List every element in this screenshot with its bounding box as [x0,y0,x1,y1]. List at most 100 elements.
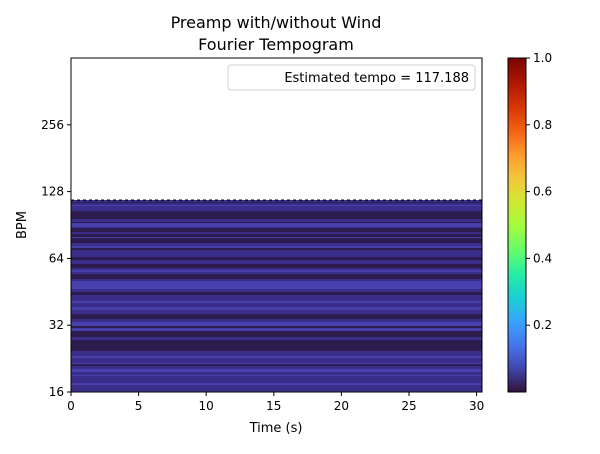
heatmap-band [71,364,482,366]
y-tick-label: 128 [41,185,64,199]
heatmap-band [71,308,482,311]
heatmap-band [71,307,482,309]
heatmap-band [71,372,482,376]
heatmap-band [71,248,482,251]
heatmap-band [71,285,482,290]
heatmap-band [71,319,482,323]
x-tick-label: 5 [135,399,143,413]
x-tick-label: 30 [469,399,484,413]
heatmap-band [71,238,482,241]
colorbar [507,57,527,393]
heatmap-band [71,356,482,359]
y-tick-label: 16 [49,385,64,399]
heatmap-band [71,358,482,362]
heatmap-band [71,322,482,326]
heatmap-band [71,340,482,342]
heatmap-band [71,295,482,298]
heatmap-band [71,232,482,235]
heatmap-band [71,298,482,302]
heatmap-band [71,345,482,347]
colorbar-tick-label: 0.2 [533,318,552,332]
heatmap-band [71,318,482,320]
x-tick-label: 25 [401,399,416,413]
heatmap-band [71,258,482,261]
heatmap-band [71,313,482,315]
heatmap-band [71,339,482,341]
colorbar-tick-label: 0.4 [533,251,552,265]
heatmap-band [71,270,482,273]
heatmap-band [71,328,482,332]
x-tick-label: 15 [266,399,281,413]
heatmap-band [71,253,482,258]
legend: Estimated tempo = 117.188 [227,64,476,91]
heatmap-band [71,205,482,207]
heatmap-band [71,346,482,350]
heatmap-band [71,365,482,367]
heatmap-band [71,257,482,259]
legend-box [227,64,476,91]
heatmap-band [71,361,482,364]
heatmap-band [71,326,482,328]
heatmap-band [71,383,482,386]
heatmap-band [71,341,482,346]
heatmap-band [71,379,482,384]
heatmap-band [71,247,482,249]
heatmap-band [71,369,482,373]
heatmap-band [71,289,482,293]
x-tick-label: 0 [67,399,75,413]
heatmap-band [71,310,482,314]
heatmap-band [71,203,482,206]
heatmap-band [71,223,482,228]
heatmap-band [71,327,482,329]
heatmap-band [71,301,482,304]
heatmap-band [71,304,482,308]
heatmap-band [71,363,482,365]
colorbar-tick-label: 0.8 [533,118,552,132]
heatmap-band [71,279,482,282]
heatmap-band [71,385,482,390]
heatmap-band [71,314,482,319]
heatmap-band [71,272,482,275]
heatmap-band [71,281,482,286]
heatmap-band [71,389,482,392]
heatmap-band [71,246,482,248]
plot-frame [70,57,483,393]
heatmap-band [71,354,482,357]
heatmap-band [71,211,482,215]
heatmap-band [71,376,482,380]
heatmap-band [71,261,482,265]
heatmap-band [71,222,482,224]
tempogram-heatmap [71,200,482,392]
colorbar-tick-label: 0.6 [533,185,552,199]
colorbar-tick-label: 1.0 [533,51,552,65]
heatmap-band [71,325,482,327]
y-tick-label: 64 [49,251,64,265]
heatmap-band [71,240,482,244]
heatmap-band [71,349,482,352]
heatmap-band [71,337,482,340]
heatmap-band [71,209,482,212]
heatmap-band [71,264,482,269]
y-axis-ticks: 16 32 64 128 256 [41,118,71,399]
y-tick-label: 256 [41,118,64,132]
heatmap-band [71,237,482,239]
colorbar-ticks: 0.2 0.4 0.6 0.8 1.0 [526,51,552,332]
heatmap-band [71,228,482,233]
legend-entry-estimated-tempo: Estimated tempo = 117.188 [284,71,469,86]
heatmap-band [71,351,482,354]
x-tick-label: 20 [334,399,349,413]
heatmap-band [71,243,482,245]
heatmap-band [71,244,482,247]
y-axis-label: BPM [15,211,30,239]
heatmap-band [71,206,482,210]
x-axis-ticks: 0 5 10 15 20 25 30 [67,392,484,413]
heatmap-band [71,375,482,377]
heatmap-band [71,366,482,368]
heatmap-band [71,331,482,336]
heatmap-band [71,297,482,299]
heatmap-band [71,216,482,220]
heatmap-band [71,335,482,338]
heatmap-band [71,268,482,271]
x-tick-label: 10 [199,399,214,413]
